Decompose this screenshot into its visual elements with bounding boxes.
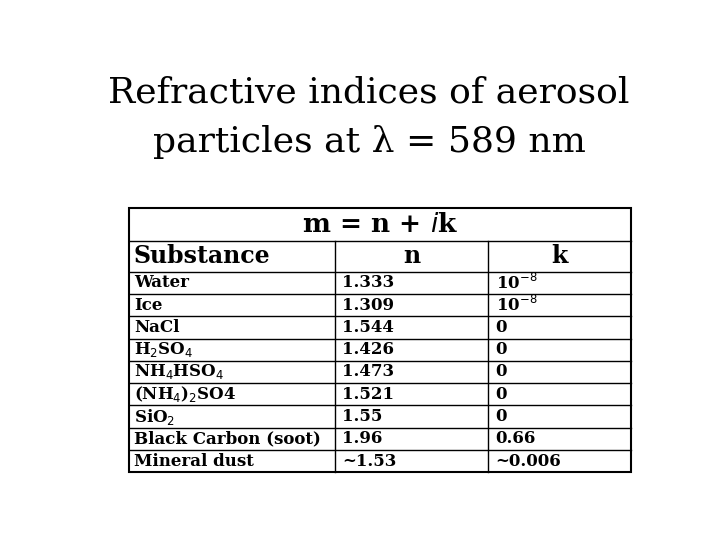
- Text: Black Carbon (soot): Black Carbon (soot): [134, 430, 321, 447]
- Text: NH$_4$HSO$_4$: NH$_4$HSO$_4$: [134, 362, 224, 381]
- Text: ~1.53: ~1.53: [343, 453, 397, 470]
- Text: 0.66: 0.66: [495, 430, 536, 447]
- Text: H$_2$SO$_4$: H$_2$SO$_4$: [134, 340, 193, 359]
- Text: 1.309: 1.309: [343, 296, 395, 314]
- Text: ~0.006: ~0.006: [495, 453, 562, 470]
- Text: 0: 0: [495, 319, 507, 336]
- Text: Substance: Substance: [133, 245, 270, 268]
- Text: 0: 0: [495, 341, 507, 358]
- Text: 1.521: 1.521: [343, 386, 395, 403]
- Text: 1.55: 1.55: [343, 408, 383, 425]
- Text: Water: Water: [134, 274, 189, 291]
- Text: 1.96: 1.96: [343, 430, 383, 447]
- Text: 1.333: 1.333: [343, 274, 395, 291]
- Text: k: k: [552, 245, 568, 268]
- Text: Ice: Ice: [134, 296, 163, 314]
- Text: m = n + $i$k: m = n + $i$k: [302, 212, 458, 237]
- Text: 1.426: 1.426: [343, 341, 395, 358]
- Text: 10$^{-8}$: 10$^{-8}$: [495, 273, 537, 293]
- Text: 1.473: 1.473: [343, 363, 395, 381]
- Text: (NH$_4$)$_2$SO4: (NH$_4$)$_2$SO4: [134, 384, 236, 404]
- Text: 10$^{-8}$: 10$^{-8}$: [495, 295, 537, 315]
- Text: 0: 0: [495, 408, 507, 425]
- Text: NaCl: NaCl: [134, 319, 179, 336]
- Text: 1.544: 1.544: [343, 319, 395, 336]
- Text: 0: 0: [495, 386, 507, 403]
- Text: SiO$_2$: SiO$_2$: [134, 407, 175, 427]
- Text: 0: 0: [495, 363, 507, 381]
- Text: Mineral dust: Mineral dust: [134, 453, 254, 470]
- Text: particles at λ = 589 nm: particles at λ = 589 nm: [153, 125, 585, 159]
- Text: n: n: [403, 245, 420, 268]
- Text: Refractive indices of aerosol: Refractive indices of aerosol: [108, 75, 630, 109]
